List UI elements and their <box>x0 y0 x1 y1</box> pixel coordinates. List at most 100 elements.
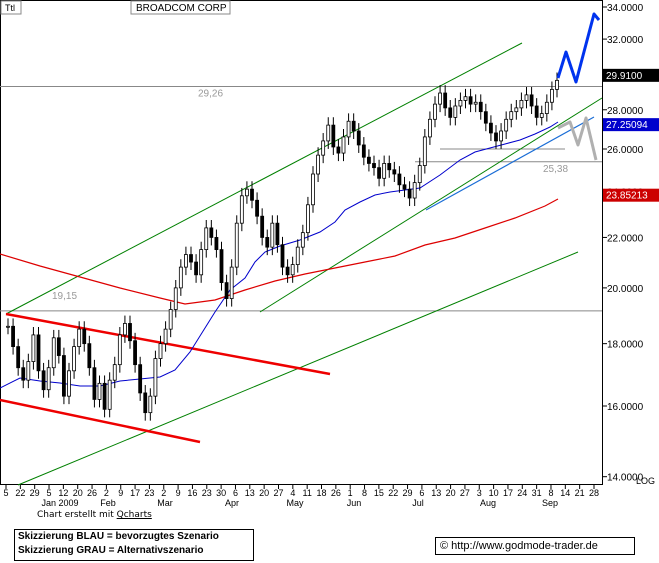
y-tick-label: 18.0000 <box>607 340 644 351</box>
legend-blue-text: Skizzierung BLAU = bevorzugtes Szenario <box>18 531 219 542</box>
ma-long-line <box>0 198 559 305</box>
candle-body <box>255 199 259 217</box>
candle-body <box>311 173 315 206</box>
y-tick-label: 14.0000 <box>607 473 644 484</box>
y-tick-label: 28.0000 <box>607 106 644 117</box>
trend-line <box>0 398 201 444</box>
candle-body <box>234 222 239 268</box>
candle-body <box>422 136 427 166</box>
candle-body <box>539 113 544 118</box>
candle-body <box>209 227 214 238</box>
candle-body <box>331 124 336 148</box>
price-label: 27.25094 <box>606 120 648 131</box>
candle-body <box>46 367 51 391</box>
y-tick-label: 26.0000 <box>607 145 644 156</box>
candle-body <box>77 328 82 348</box>
scenario-legend: Skizzierung BLAU = bevorzugtes Szenario … <box>14 529 254 561</box>
candle-body <box>407 188 412 199</box>
x-month-label: Aug <box>480 498 496 508</box>
x-tick-label: 17 <box>503 488 513 498</box>
candle-body <box>290 264 295 276</box>
candle-body <box>448 107 453 118</box>
candle-body <box>555 79 559 90</box>
candle-body <box>51 337 56 369</box>
candle-body <box>184 254 188 268</box>
candle-body <box>275 222 280 246</box>
x-tick-label: 16 <box>187 488 197 498</box>
x-month-label: Mar <box>157 498 173 508</box>
candle-body <box>112 364 117 381</box>
candle-body <box>544 101 549 114</box>
candle-body <box>178 266 183 289</box>
x-tick-label: 8 <box>548 488 553 498</box>
x-month-label: Apr <box>225 498 239 508</box>
x-tick-label: 20 <box>259 488 269 498</box>
candle-body <box>443 92 448 109</box>
candle-body <box>382 163 387 179</box>
x-month-label: Jan 2009 <box>41 498 78 508</box>
x-tick-label: 23 <box>144 488 154 498</box>
candle-body <box>224 282 229 299</box>
candle-body <box>341 136 346 154</box>
x-tick-label: 18 <box>317 488 327 498</box>
candle-body <box>519 100 524 109</box>
candle-body <box>433 103 437 120</box>
candle-body <box>270 222 275 248</box>
trend-line <box>425 116 595 211</box>
candle-body <box>82 328 87 345</box>
website-link[interactable]: http://www.godmode-trader.de <box>451 540 598 552</box>
candle-body <box>361 144 366 158</box>
chart-credit: Chart erstellt mit Qcharts <box>37 510 152 520</box>
candle-body <box>219 249 224 284</box>
x-tick-label: 2 <box>104 488 109 498</box>
x-tick-label: 9 <box>118 488 123 498</box>
x-tick-label: 24 <box>517 488 527 498</box>
candle-body <box>87 343 92 369</box>
x-tick-label: 29 <box>403 488 413 498</box>
trend-line <box>5 312 331 376</box>
x-tick-label: 15 <box>374 488 384 498</box>
x-tick-label: 20 <box>446 488 456 498</box>
candle-body <box>524 94 529 101</box>
candle-body <box>356 130 361 146</box>
candle-body <box>463 96 468 101</box>
candle-body <box>16 346 21 369</box>
x-tick-label: 8 <box>362 488 367 498</box>
candle-body <box>117 334 122 366</box>
candle-body <box>41 370 46 391</box>
candle-body <box>6 325 10 328</box>
candle-body <box>107 379 112 410</box>
candle-body <box>31 334 36 362</box>
candle-body <box>387 163 392 171</box>
symbol-label: Ttl <box>5 3 15 13</box>
candle-body <box>534 105 539 118</box>
ma-short-line <box>0 121 559 389</box>
candle-body <box>306 204 310 234</box>
candle-body <box>499 130 503 142</box>
company-name: BROADCOM CORP <box>136 3 227 14</box>
candle-body <box>143 392 148 414</box>
trend-line <box>259 97 603 313</box>
candle-body <box>529 94 534 107</box>
x-tick-label: 27 <box>460 488 470 498</box>
candle-body <box>280 244 285 268</box>
candle-body <box>11 325 15 348</box>
candle-body <box>239 195 244 224</box>
candle-body <box>346 120 351 138</box>
candle-body <box>194 261 198 276</box>
y-tick-label: 20.0000 <box>607 284 644 295</box>
candle-body <box>504 118 509 132</box>
candle-body <box>473 101 478 105</box>
candle-body <box>153 358 158 397</box>
candle-body <box>285 266 290 276</box>
x-tick-label: 6 <box>419 488 424 498</box>
qcharts-link[interactable]: Qcharts <box>116 510 152 520</box>
price-label-box <box>603 188 659 202</box>
candle-body <box>168 309 173 330</box>
x-tick-label: 5 <box>3 488 8 498</box>
candle-body <box>36 334 41 372</box>
level-annotation: 25,38 <box>543 164 568 175</box>
candle-body <box>377 167 381 179</box>
candle-body <box>97 382 102 400</box>
candle-body <box>265 237 270 248</box>
